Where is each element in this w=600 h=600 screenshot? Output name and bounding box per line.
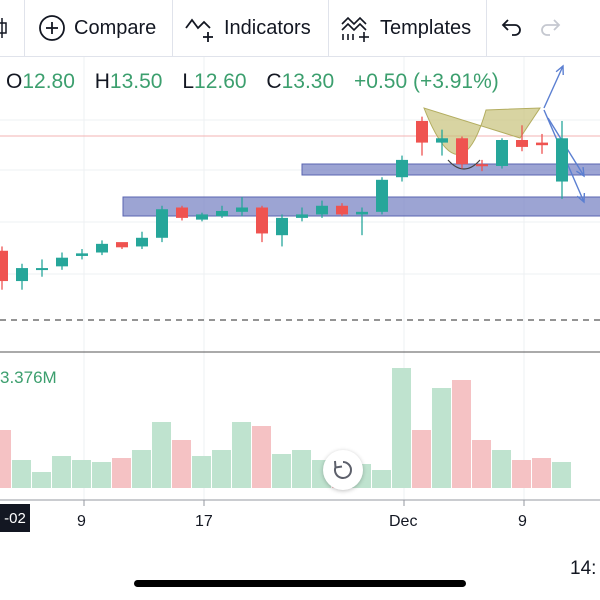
volume-bar [152,422,171,488]
price-chart[interactable] [0,57,600,557]
crosshair-date-badge: -02 [0,504,30,532]
cup-arc [447,159,481,170]
volume-bar [492,450,511,488]
volume-bar [372,470,391,488]
volume-bar [272,454,291,488]
x-tick-label: 17 [195,513,213,530]
reset-chart-button[interactable] [323,450,363,490]
volume-bar [512,460,531,488]
compare-button[interactable]: Compare [38,0,156,56]
arrow-head [576,192,586,204]
volume-bar [232,422,251,488]
volume-bar [452,380,471,488]
candle-body [516,140,528,147]
reset-icon [334,460,352,479]
candle-body [456,138,468,165]
volume-bar [412,430,431,488]
ohlc-legend: O12.80 H13.50 L12.60 C13.30 +0.50 (+3.91… [6,70,499,94]
candle-body [56,257,68,267]
chart-type-button[interactable] [0,0,16,56]
candle-body [476,164,488,167]
candle-body [156,209,168,238]
projection-arrow [543,65,564,109]
candle-body [76,253,88,256]
x-tick-label: Dec [389,513,418,530]
undo-icon [501,19,521,36]
open-value: 12.80 [22,70,75,93]
templates-label: Templates [380,16,472,39]
arrow-head [576,166,585,178]
indicators-label: Indicators [224,16,311,39]
candle-body [296,214,308,218]
candle-body [196,214,208,220]
volume-bar [72,460,91,488]
volume-bar [132,450,151,488]
undo-button[interactable] [498,0,524,56]
candle-body [556,138,568,182]
indicators-button[interactable]: Indicators [184,0,311,56]
candle-body [356,211,368,215]
high-value: 13.50 [109,70,163,93]
plus-circle-icon [39,15,65,41]
candle-body [96,243,108,253]
volume-bar [0,430,11,488]
candle-body [116,242,128,248]
volume-bar [472,440,491,488]
volume-bar [432,388,451,488]
volume-bar [92,462,111,488]
candles-icon [0,18,7,38]
volume-bar [112,458,131,488]
volume-bar [252,426,271,488]
templates-icon [341,16,369,42]
candle-body [0,250,8,282]
candle-body [436,138,448,143]
x-tick-label: 9 [77,513,86,530]
candle-body [496,140,508,166]
volume-bar [192,456,211,488]
candle-body [316,205,328,215]
candle-body [536,142,548,146]
volume-bar [52,456,71,488]
open-key: O [6,70,23,93]
volume-bar [172,440,191,488]
candle-body [336,205,348,215]
volume-bar [552,462,571,488]
volume-bar [32,472,51,488]
candle-body [216,210,228,217]
arrow-head [555,64,564,76]
volume-value: 3.376M [0,368,57,387]
volume-bar [292,450,311,488]
volume-bar [532,458,551,488]
candle-body [416,120,428,143]
redo-button[interactable] [538,0,564,56]
redo-icon [541,19,561,36]
candle-body [396,159,408,178]
change-value: +0.50 (+3.91%) [354,70,499,93]
candle-body [36,268,48,271]
candle-body [256,207,268,234]
top-toolbar: Compare Indicators Templates [0,0,600,57]
resistance-zone [301,163,600,176]
candle-body [136,237,148,247]
candle-body [16,268,28,282]
candle-body [276,217,288,236]
templates-button[interactable]: Templates [340,0,471,56]
low-value: 12.60 [194,70,247,93]
indicators-icon [185,18,213,42]
close-key: C [266,70,282,93]
volume-bar [392,368,411,488]
high-key: H [94,70,110,93]
candle-body [176,207,188,218]
candle-body [236,207,248,212]
x-tick-label: 9 [518,513,527,530]
volume-bar [212,450,231,488]
status-time: 14: [570,558,597,579]
compare-label: Compare [74,16,157,39]
home-indicator [134,580,466,587]
close-value: 13.30 [281,70,335,93]
low-key: L [182,70,195,93]
candle-body [376,179,388,212]
volume-bar [12,460,31,488]
